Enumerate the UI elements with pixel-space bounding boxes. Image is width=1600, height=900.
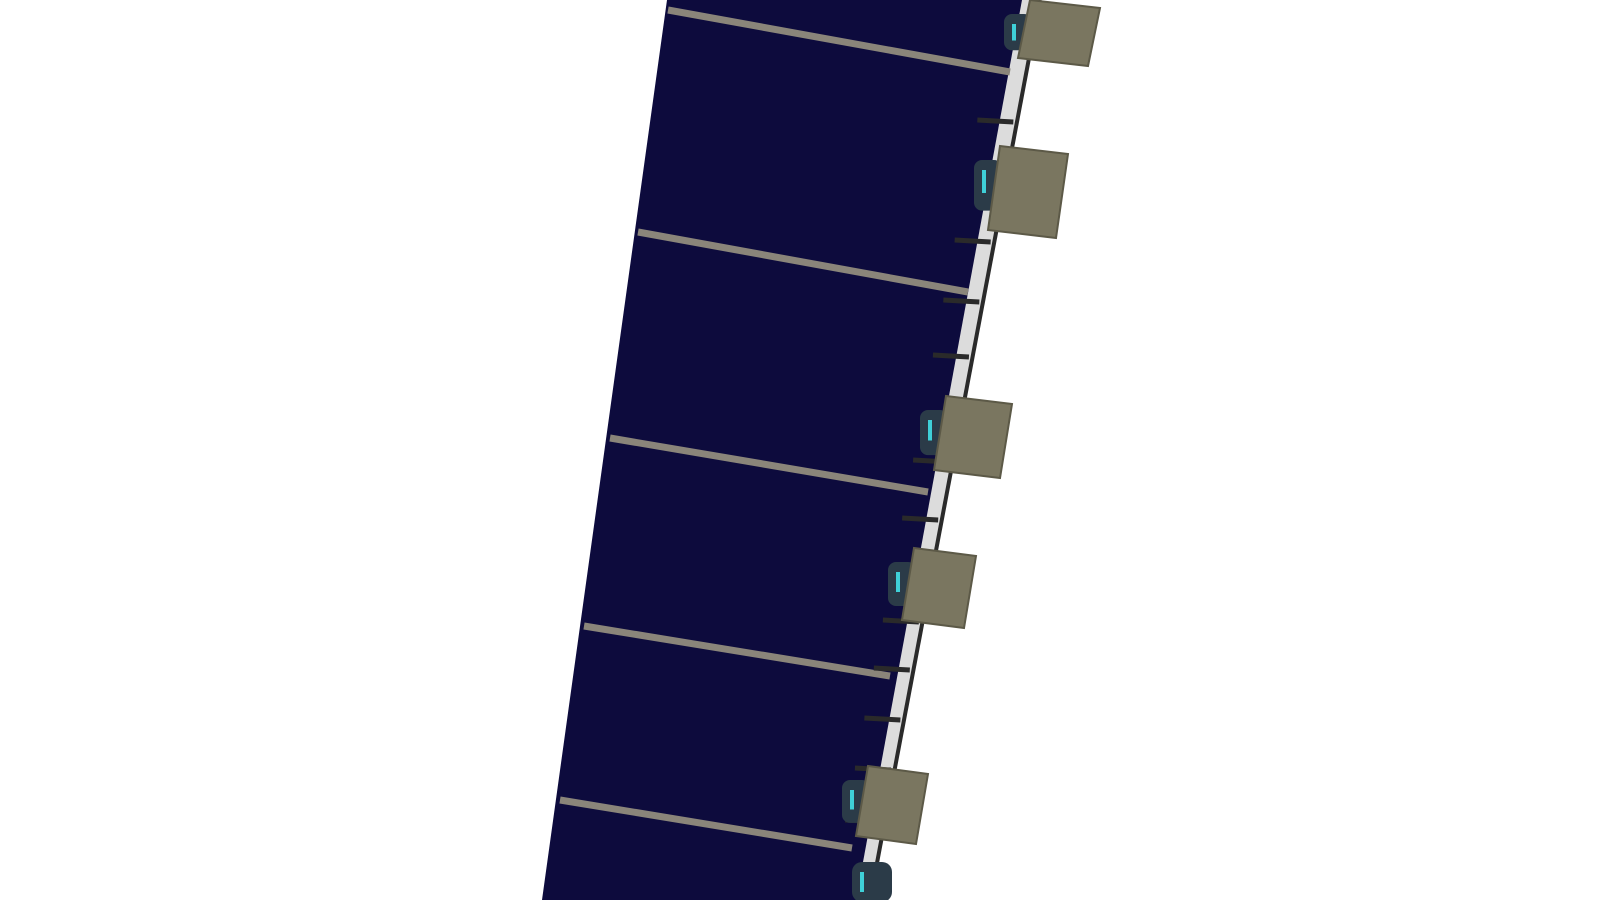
connector-indicator <box>860 872 864 892</box>
rail-crossbar <box>943 297 980 305</box>
junction-box-body <box>900 546 978 630</box>
connector-indicator <box>850 790 854 810</box>
panel-seam <box>559 796 853 852</box>
rail-crossbar <box>873 665 910 673</box>
rail-crossbar <box>864 715 901 723</box>
junction-box <box>888 546 978 630</box>
panel-seam <box>609 434 929 496</box>
rail-crossbar <box>977 117 1014 125</box>
junction-box-body <box>1016 0 1102 68</box>
junction-box <box>920 394 1014 480</box>
panel-seam <box>667 6 1011 76</box>
junction-box <box>1004 0 1102 68</box>
panel-seam <box>583 622 891 680</box>
junction-boxes <box>842 0 1102 900</box>
panel-seam <box>637 228 969 296</box>
junction-box <box>974 144 1070 240</box>
connector-indicator <box>982 170 986 193</box>
junction-box-body <box>986 144 1070 240</box>
connector-housing-partial <box>852 862 892 900</box>
junction-box-body <box>854 764 930 846</box>
junction-box-body <box>932 394 1014 480</box>
panel-seams <box>559 6 1011 852</box>
solar-panel-strip <box>542 0 1022 900</box>
connector-indicator <box>896 572 900 592</box>
connector-indicator <box>928 420 932 441</box>
rail-crossbar <box>954 237 991 245</box>
rail-crossbar <box>932 352 970 360</box>
junction-box <box>842 764 930 846</box>
connector-indicator <box>1012 24 1016 41</box>
rail-crossbar <box>902 515 939 523</box>
